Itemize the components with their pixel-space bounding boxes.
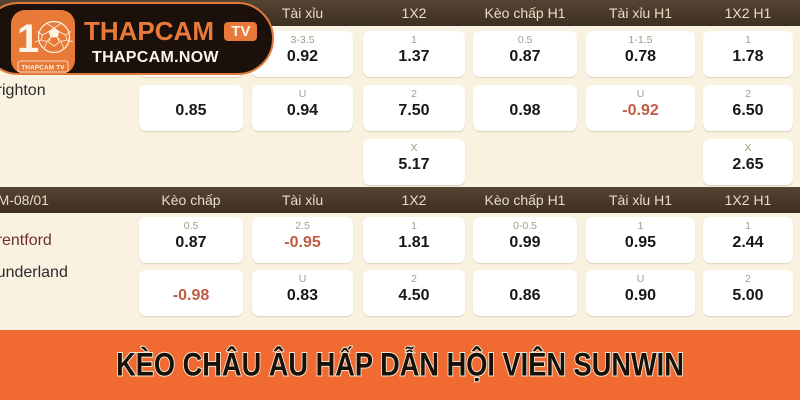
svg-text:THAPCAM TV: THAPCAM TV (21, 64, 65, 71)
svg-text:1: 1 (17, 17, 39, 61)
